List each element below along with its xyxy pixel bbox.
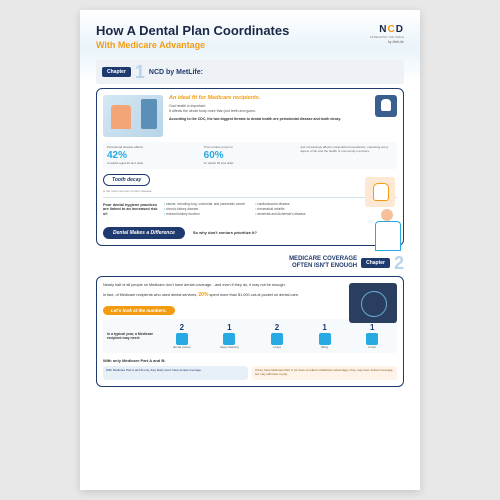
pct-20: 20% <box>198 292 208 298</box>
risk-label: Poor dental hygiene practices are linked… <box>103 203 158 217</box>
chapter-number: 1 <box>135 63 145 81</box>
cdc-note: According to the CDC, the two biggest th… <box>169 117 369 122</box>
ideal-fit: An ideal fit for Medicare recipients. <box>169 95 369 102</box>
chapter2-title: MEDICARE COVERAGE OFTEN ISN'T ENOUGH <box>289 256 357 269</box>
page-subtitle: With Medicare Advantage <box>96 40 289 50</box>
stat-periodontal: Periodontal disease affects 42% of adult… <box>107 146 200 165</box>
stat-marginalized: and increasingly affects marginalized po… <box>300 146 393 165</box>
tooth-decay-badge: Tooth decay <box>103 174 150 186</box>
dentist-person-icon <box>371 207 407 251</box>
difference-row: Dental Makes a Difference So why don't s… <box>103 227 397 239</box>
difference-badge: Dental Makes a Difference <box>103 227 185 239</box>
chapter-badge: Chapter <box>102 67 131 77</box>
need-crown: 1crown <box>351 323 393 349</box>
compare-row: With Medicare Part A and B only, they li… <box>103 366 397 380</box>
exam-icon <box>176 333 188 345</box>
xray-small-icon <box>271 333 283 345</box>
need-items: 2dental exams 1deep cleaning 2x-rays 1fi… <box>161 323 393 349</box>
stat-seniors: That number jumps to 60% for adults 65 a… <box>204 146 297 165</box>
chapter-badge: Chapter <box>361 258 390 268</box>
need-cleaning: 1deep cleaning <box>209 323 251 349</box>
ncd-logo: NCD SPREADING THE SMILE by MetLife <box>370 24 404 44</box>
crown-icon <box>366 333 378 345</box>
logo-byline: by MetLife <box>370 40 404 44</box>
header: How A Dental Plan Coordinates With Medic… <box>96 24 404 50</box>
risk-list-b: cardiovascular disease rheumatoid arthri… <box>255 202 305 216</box>
dentist-chair-icon <box>103 95 163 137</box>
risk-list-a: cancer, including lung, colorectal, and … <box>164 202 245 216</box>
risk-section: Poor dental hygiene practices are linked… <box>103 197 397 220</box>
chapter2-header: MEDICARE COVERAGE OFTEN ISN'T ENOUGH Cha… <box>96 254 404 272</box>
cleaning-icon <box>223 333 235 345</box>
xray-icon <box>349 283 397 323</box>
compare-part-c: If they have Medicare Part C (or have en… <box>252 366 397 380</box>
intro-row: An ideal fit for Medicare recipients. Or… <box>103 95 397 137</box>
chapter1-body: An ideal fit for Medicare recipients. Or… <box>96 88 404 246</box>
compare-part-ab: With Medicare Part A and B only, they li… <box>103 366 248 380</box>
logo-tagline: SPREADING THE SMILE <box>370 35 404 39</box>
needs-label: In a typical year, a Medicare recipient … <box>107 332 155 340</box>
filling-icon <box>319 333 331 345</box>
intro-text: An ideal fit for Medicare recipients. Or… <box>169 95 369 121</box>
need-filling: 1filling <box>304 323 346 349</box>
list-item: dementia and Alzheimer's disease <box>255 212 305 217</box>
chapter2-body: Nearly half of all people on Medicare do… <box>96 276 404 387</box>
chapter1-header: Chapter 1 NCD by MetLife: <box>96 60 404 84</box>
page-title: How A Dental Plan Coordinates <box>96 24 289 38</box>
chapter-title: NCD by MetLife: <box>149 69 203 76</box>
infographic-page: How A Dental Plan Coordinates With Medic… <box>80 10 420 490</box>
list-item: reduced kidney function <box>164 212 245 217</box>
part-ab-label: With only Medicare Part A and B: <box>103 358 397 363</box>
logo-text: NCD <box>370 24 404 35</box>
need-xrays: 2x-rays <box>256 323 298 349</box>
risk-lists: cancer, including lung, colorectal, and … <box>164 202 397 216</box>
stats-row: Periodontal disease affects 42% of adult… <box>103 142 397 169</box>
title-block: How A Dental Plan Coordinates With Medic… <box>96 24 289 50</box>
need-exams: 2dental exams <box>161 323 203 349</box>
needs-row: In a typical year, a Medicare recipient … <box>103 319 397 353</box>
look-numbers-badge: Let's look at the numbers. <box>103 306 175 315</box>
chapter-number: 2 <box>394 254 404 272</box>
tooth-decay-icon <box>365 177 395 207</box>
tooth-decay-sub: is the most common chronic disease <box>103 189 397 193</box>
tooth-shield-icon <box>375 95 397 117</box>
difference-question: So why don't seniors prioritize it? <box>193 230 257 235</box>
